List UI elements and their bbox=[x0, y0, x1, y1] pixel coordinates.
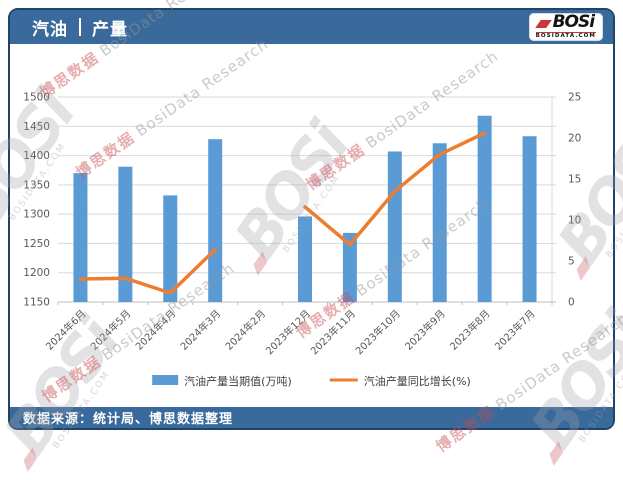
logo-brand-row: BOSi bbox=[534, 11, 596, 32]
right-axis-tick-label: 25 bbox=[568, 92, 581, 104]
chart-card: 汽油 产量 BOSi BOSIDATA.COM 1150 1200 1250 1300… bbox=[8, 8, 615, 430]
legend-bar-label: 汽油产量当期值(万吨) bbox=[184, 374, 292, 388]
page-title: 汽油 产量 bbox=[32, 15, 128, 40]
logo-red-triangle-icon bbox=[534, 19, 552, 28]
right-axis-tick-label: 5 bbox=[568, 256, 575, 268]
title-primary: 汽油 bbox=[32, 19, 68, 40]
x-axis-label: 2023年11月 bbox=[308, 307, 358, 357]
card-header: 汽油 产量 BOSi BOSIDATA.COM bbox=[10, 10, 613, 44]
left-axis-tick-label: 1500 bbox=[23, 92, 50, 104]
right-axis-tick-label: 15 bbox=[568, 174, 581, 186]
left-axis-tick-label: 1150 bbox=[23, 297, 50, 309]
bar-series bbox=[73, 115, 537, 302]
bar-2023年9月 bbox=[432, 143, 447, 302]
x-axis-label: 2024年5月 bbox=[88, 307, 134, 353]
x-axis-label: 2023年7月 bbox=[492, 307, 538, 353]
right-axis-tick-label: 10 bbox=[568, 215, 581, 227]
x-axis-label: 2024年4月 bbox=[133, 307, 179, 353]
right-axis-tick-label: 0 bbox=[568, 297, 575, 309]
bar-2024年4月 bbox=[163, 195, 178, 302]
bosi-logo: BOSi BOSIDATA.COM bbox=[528, 11, 603, 42]
data-source-text: 数据来源：统计局、博思数据整理 bbox=[23, 412, 234, 427]
chart-legend: 汽油产量当期值(万吨) 汽油产量同比增长(%) bbox=[152, 374, 471, 388]
x-axis-label: 2023年8月 bbox=[447, 307, 493, 353]
x-axis-label: 2024年6月 bbox=[43, 307, 89, 353]
x-axis-label: 2023年10月 bbox=[353, 307, 403, 357]
x-axis-label: 2024年2月 bbox=[222, 307, 268, 353]
logo-domain-text: BOSIDATA.COM bbox=[535, 31, 596, 39]
right-axis-tick-label: 20 bbox=[568, 133, 581, 145]
left-axis-tick-label: 1350 bbox=[23, 179, 50, 191]
bar-2023年12月 bbox=[298, 216, 312, 302]
title-divider bbox=[79, 18, 81, 36]
card-footer: 数据来源：统计局、博思数据整理 bbox=[10, 407, 613, 428]
left-axis-tick-label: 1450 bbox=[23, 121, 50, 133]
x-axis-label: 2024年3月 bbox=[177, 307, 223, 353]
chart-area: 1150 1200 1250 1300 1350 1400 1450 1500 0 5 10 15 20… bbox=[10, 44, 613, 407]
left-axis-tick-label: 1250 bbox=[23, 238, 50, 250]
bar-2024年3月 bbox=[208, 139, 223, 302]
left-axis-tick-label: 1200 bbox=[23, 267, 50, 279]
chart-canvas: 1150 1200 1250 1300 1350 1400 1450 1500 0 5 10 15 20… bbox=[23, 92, 581, 389]
legend-bar-swatch bbox=[152, 375, 179, 385]
logo-brand-text: BOSi bbox=[552, 11, 595, 32]
bar-2024年5月 bbox=[118, 166, 133, 302]
bar-2023年11月 bbox=[342, 232, 357, 302]
x-axis-labels: 2024年6月 2024年5月 2024年4月 2024年3月 2024年2月2023年… bbox=[43, 307, 538, 357]
gridlines: 1150 1200 1250 1300 1350 1400 1450 1500 0 5 10 15 20… bbox=[23, 92, 581, 309]
bar-2024年6月 bbox=[73, 173, 88, 302]
x-axis-label: 2023年9月 bbox=[402, 307, 448, 353]
watermark-red-accent bbox=[549, 441, 563, 466]
left-axis-tick-label: 1300 bbox=[23, 209, 50, 221]
title-secondary: 产量 bbox=[92, 19, 128, 40]
bar-2023年7月 bbox=[522, 136, 537, 302]
watermark-red-accent bbox=[23, 447, 37, 472]
legend-line-label: 汽油产量同比增长(%) bbox=[364, 374, 471, 388]
x-axis-label: 2023年12月 bbox=[263, 307, 313, 357]
x-axis-ticks bbox=[57, 302, 553, 305]
bar-2023年10月 bbox=[387, 151, 402, 302]
line-series bbox=[78, 131, 487, 295]
bar-2023年8月 bbox=[477, 115, 492, 302]
left-axis-tick-label: 1400 bbox=[23, 150, 50, 162]
